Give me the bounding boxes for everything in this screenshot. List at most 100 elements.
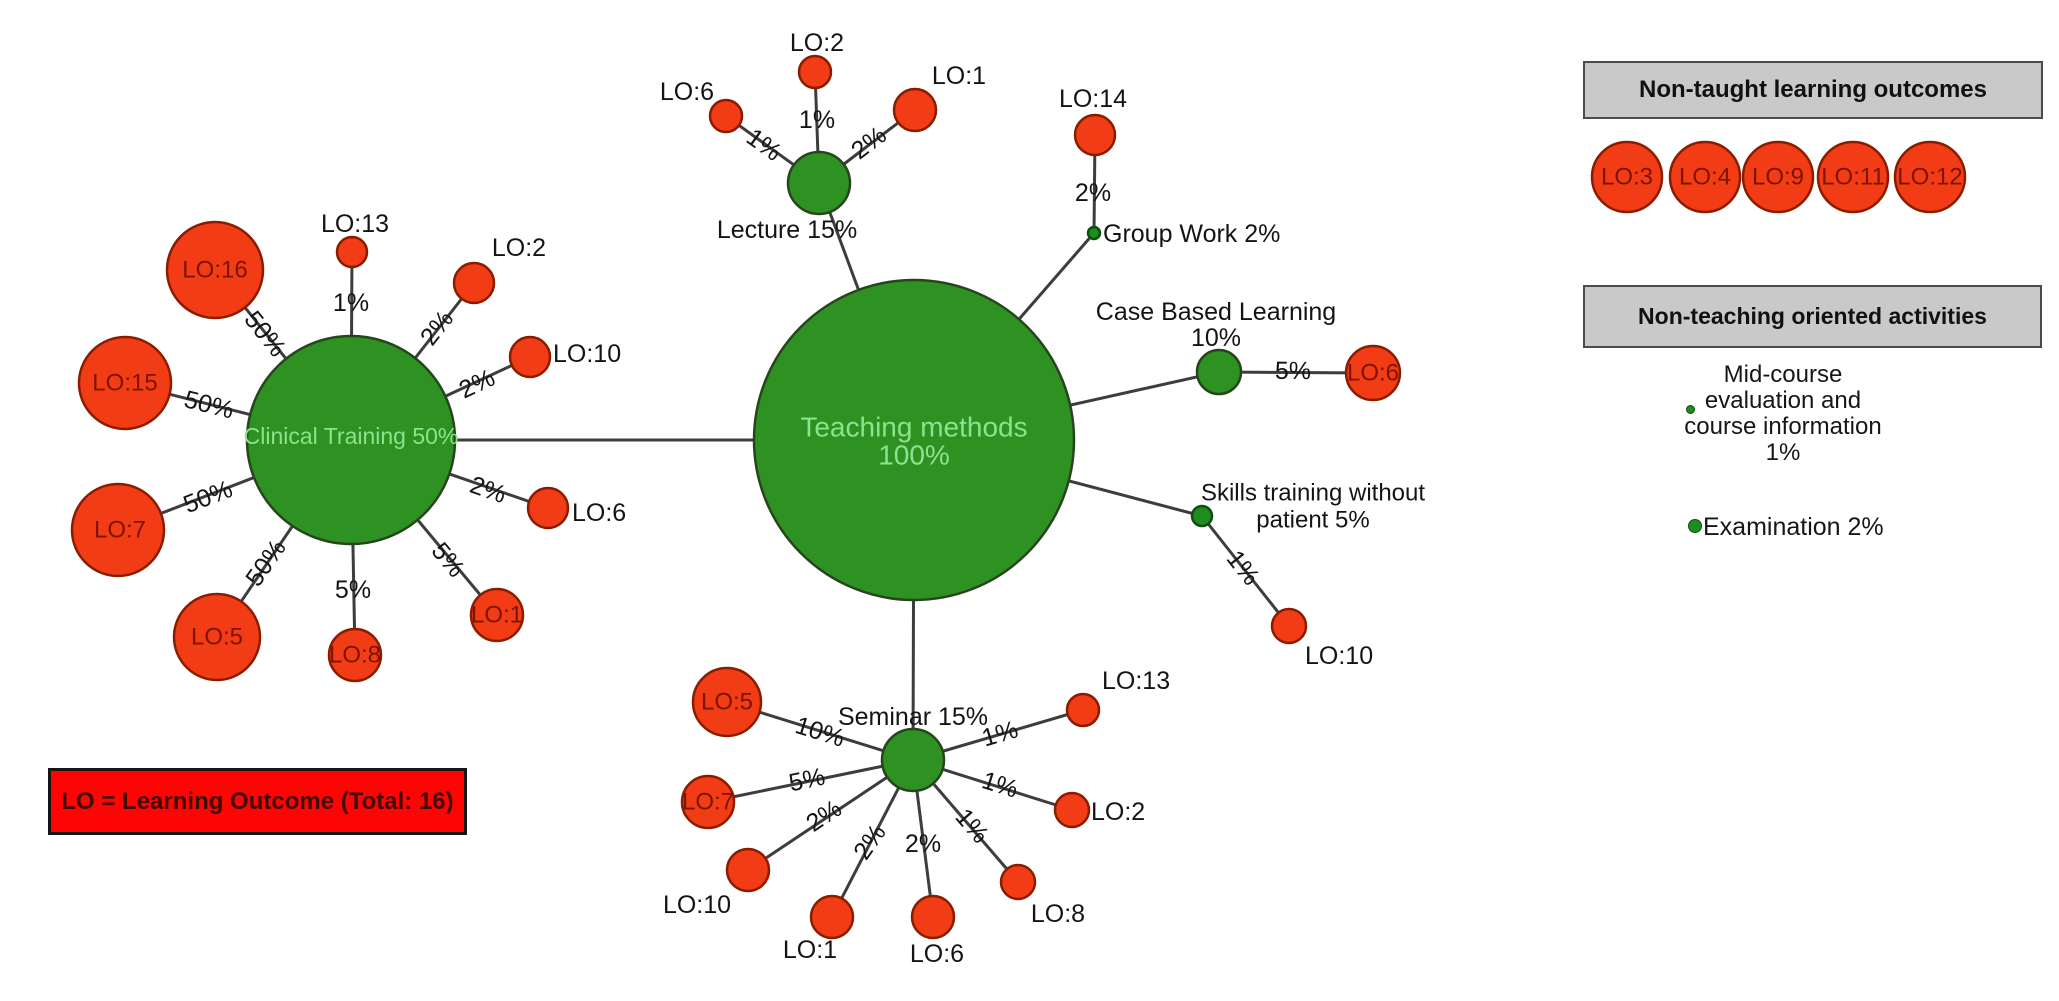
node-ct-lo16 (165, 220, 265, 320)
node-ct-lo2 (452, 261, 496, 305)
node-label-nt-lo12: LO:12 (1897, 164, 1962, 191)
node-label-gw-lo14: LO:14 (1059, 85, 1127, 113)
node-label-ct-lo16: LO:16 (182, 257, 247, 284)
legend-box: LO = Learning Outcome (Total: 16) (48, 768, 467, 835)
node-ct-lo8 (327, 627, 383, 683)
edge-label-clinical-training-ct-lo13: 1% (333, 289, 369, 317)
node-ct-lo13 (335, 235, 369, 269)
node-label-teaching-methods: 100% (878, 440, 950, 471)
node-label-sem-lo5: LO:5 (701, 689, 753, 716)
node-label-lec-lo2: LO:2 (790, 29, 844, 57)
node-label-nt-lo3: LO:3 (1601, 164, 1653, 191)
edge-label-clinical-training-ct-lo15: 50% (181, 385, 236, 424)
node-label-sk-lo10: LO:10 (1305, 642, 1373, 670)
node-nt-lo11 (1816, 140, 1890, 214)
node-label-sem-lo6: LO:6 (910, 940, 964, 968)
node-label-teaching-methods: Teaching methods (800, 412, 1027, 443)
node-label-nt-lo11: LO:11 (1821, 164, 1885, 191)
edge-label-seminar-sem-lo2: 1% (979, 766, 1022, 804)
node-sem-lo2 (1053, 791, 1091, 829)
node-sem-lo10 (725, 847, 771, 893)
mid-course-line: evaluation and (1704, 387, 1862, 414)
edge-label-case-based-learning-cbl-lo6: 5% (1275, 357, 1311, 385)
edge-label-clinical-training-ct-lo5: 50% (240, 534, 292, 591)
node-sem-lo13 (1065, 692, 1101, 728)
node-ct-lo15 (77, 335, 173, 431)
examination-dot-icon (1688, 519, 1702, 533)
node-lec-lo1 (892, 87, 938, 133)
node-lec-lo6 (708, 98, 744, 134)
node-label-ct-lo6: LO:6 (572, 499, 626, 527)
node-nt-lo3 (1590, 140, 1664, 214)
mid-course-percent: 1% (1765, 439, 1801, 466)
node-label-lecture: Lecture 15% (717, 216, 857, 244)
node-ct-lo7 (70, 482, 166, 578)
node-nt-lo4 (1668, 140, 1742, 214)
node-label-nt-lo4: LO:4 (1679, 164, 1731, 191)
node-label-ct-lo1: LO:1 (471, 602, 523, 629)
edge-seminar-sem-lo10 (747, 758, 914, 872)
node-group-work (1086, 225, 1102, 241)
node-label-ct-lo13: LO:13 (321, 210, 389, 238)
node-label-ct-lo10: LO:10 (553, 340, 621, 368)
edge-label-clinical-training-ct-lo7: 50% (180, 475, 237, 519)
node-label-ct-lo2: LO:2 (492, 234, 546, 262)
node-ct-lo6 (526, 486, 570, 530)
node-lecture (786, 150, 852, 216)
node-label-cbl-lo6: LO:6 (1347, 360, 1399, 387)
non-teaching-activities-header: Non-teaching oriented activities (1583, 285, 2042, 348)
edge-label-lecture-lec-lo6: 1% (741, 123, 787, 167)
node-ct-lo10 (508, 335, 552, 379)
node-nt-lo9 (1741, 140, 1815, 214)
edge-label-clinical-training-ct-lo6: 2% (466, 471, 509, 509)
node-label-clinical-training: Clinical Training 50% (244, 423, 459, 449)
node-sem-lo5 (691, 666, 763, 738)
mid-course-dot-icon (1686, 405, 1695, 414)
edge-label-clinical-training-ct-lo8: 5% (335, 576, 371, 604)
node-label-skills-training: patient 5% (1256, 507, 1369, 534)
node-cbl-lo6 (1344, 344, 1402, 402)
node-label-sem-lo2: LO:2 (1091, 798, 1145, 826)
node-label-nt-lo9: LO:9 (1752, 164, 1804, 191)
node-seminar (880, 727, 946, 793)
nodes-layer (70, 54, 1967, 940)
node-label-case-based-learning: 10% (1191, 324, 1241, 352)
edge-skills-training-sk-lo10 (1200, 515, 1291, 627)
edge-label-lecture-lec-lo2: 1% (799, 106, 835, 134)
node-sk-lo10 (1270, 607, 1308, 645)
node-label-lec-lo1: LO:1 (932, 62, 986, 90)
node-case-based-learning (1195, 348, 1243, 396)
edge-label-seminar-sem-lo1: 2% (848, 819, 892, 865)
node-label-group-work: Group Work 2% (1103, 220, 1280, 248)
node-label-sem-lo8: LO:8 (1031, 900, 1085, 928)
edge-seminar-sem-lo7 (707, 758, 914, 804)
node-label-sem-lo13: LO:13 (1102, 667, 1170, 695)
node-teaching-methods (752, 278, 1076, 602)
mid-course-item: Mid-course evaluation and course informa… (1658, 362, 1908, 466)
node-label-sem-lo1: LO:1 (783, 936, 837, 964)
node-label-case-based-learning: Case Based Learning (1096, 298, 1336, 326)
node-label-ct-lo5: LO:5 (191, 624, 243, 651)
edge-label-seminar-sem-lo6: 2% (905, 830, 941, 858)
node-gw-lo14 (1073, 113, 1117, 157)
edge-label-skills-training-sk-lo10: 1% (1221, 545, 1265, 591)
node-ct-lo5 (172, 592, 262, 682)
node-lec-lo2 (797, 54, 833, 90)
node-label-sem-lo10: LO:10 (663, 891, 731, 919)
node-label-ct-lo8: LO:8 (329, 642, 381, 669)
edge-label-seminar-sem-lo7: 5% (786, 763, 827, 798)
node-label-ct-lo7: LO:7 (94, 517, 146, 544)
node-sem-lo7 (680, 774, 736, 830)
mid-course-line: course information (1684, 413, 1882, 440)
node-sem-lo1 (809, 894, 855, 940)
node-nt-lo12 (1893, 140, 1967, 214)
node-clinical-training (245, 334, 457, 546)
node-ct-lo1 (469, 587, 525, 643)
node-sem-lo8 (999, 863, 1037, 901)
examination-item: Examination 2% (1703, 513, 1884, 541)
edge-label-clinical-training-ct-lo10: 2% (455, 364, 500, 405)
node-label-skills-training: Skills training without (1201, 480, 1425, 507)
node-sem-lo6 (910, 894, 956, 940)
